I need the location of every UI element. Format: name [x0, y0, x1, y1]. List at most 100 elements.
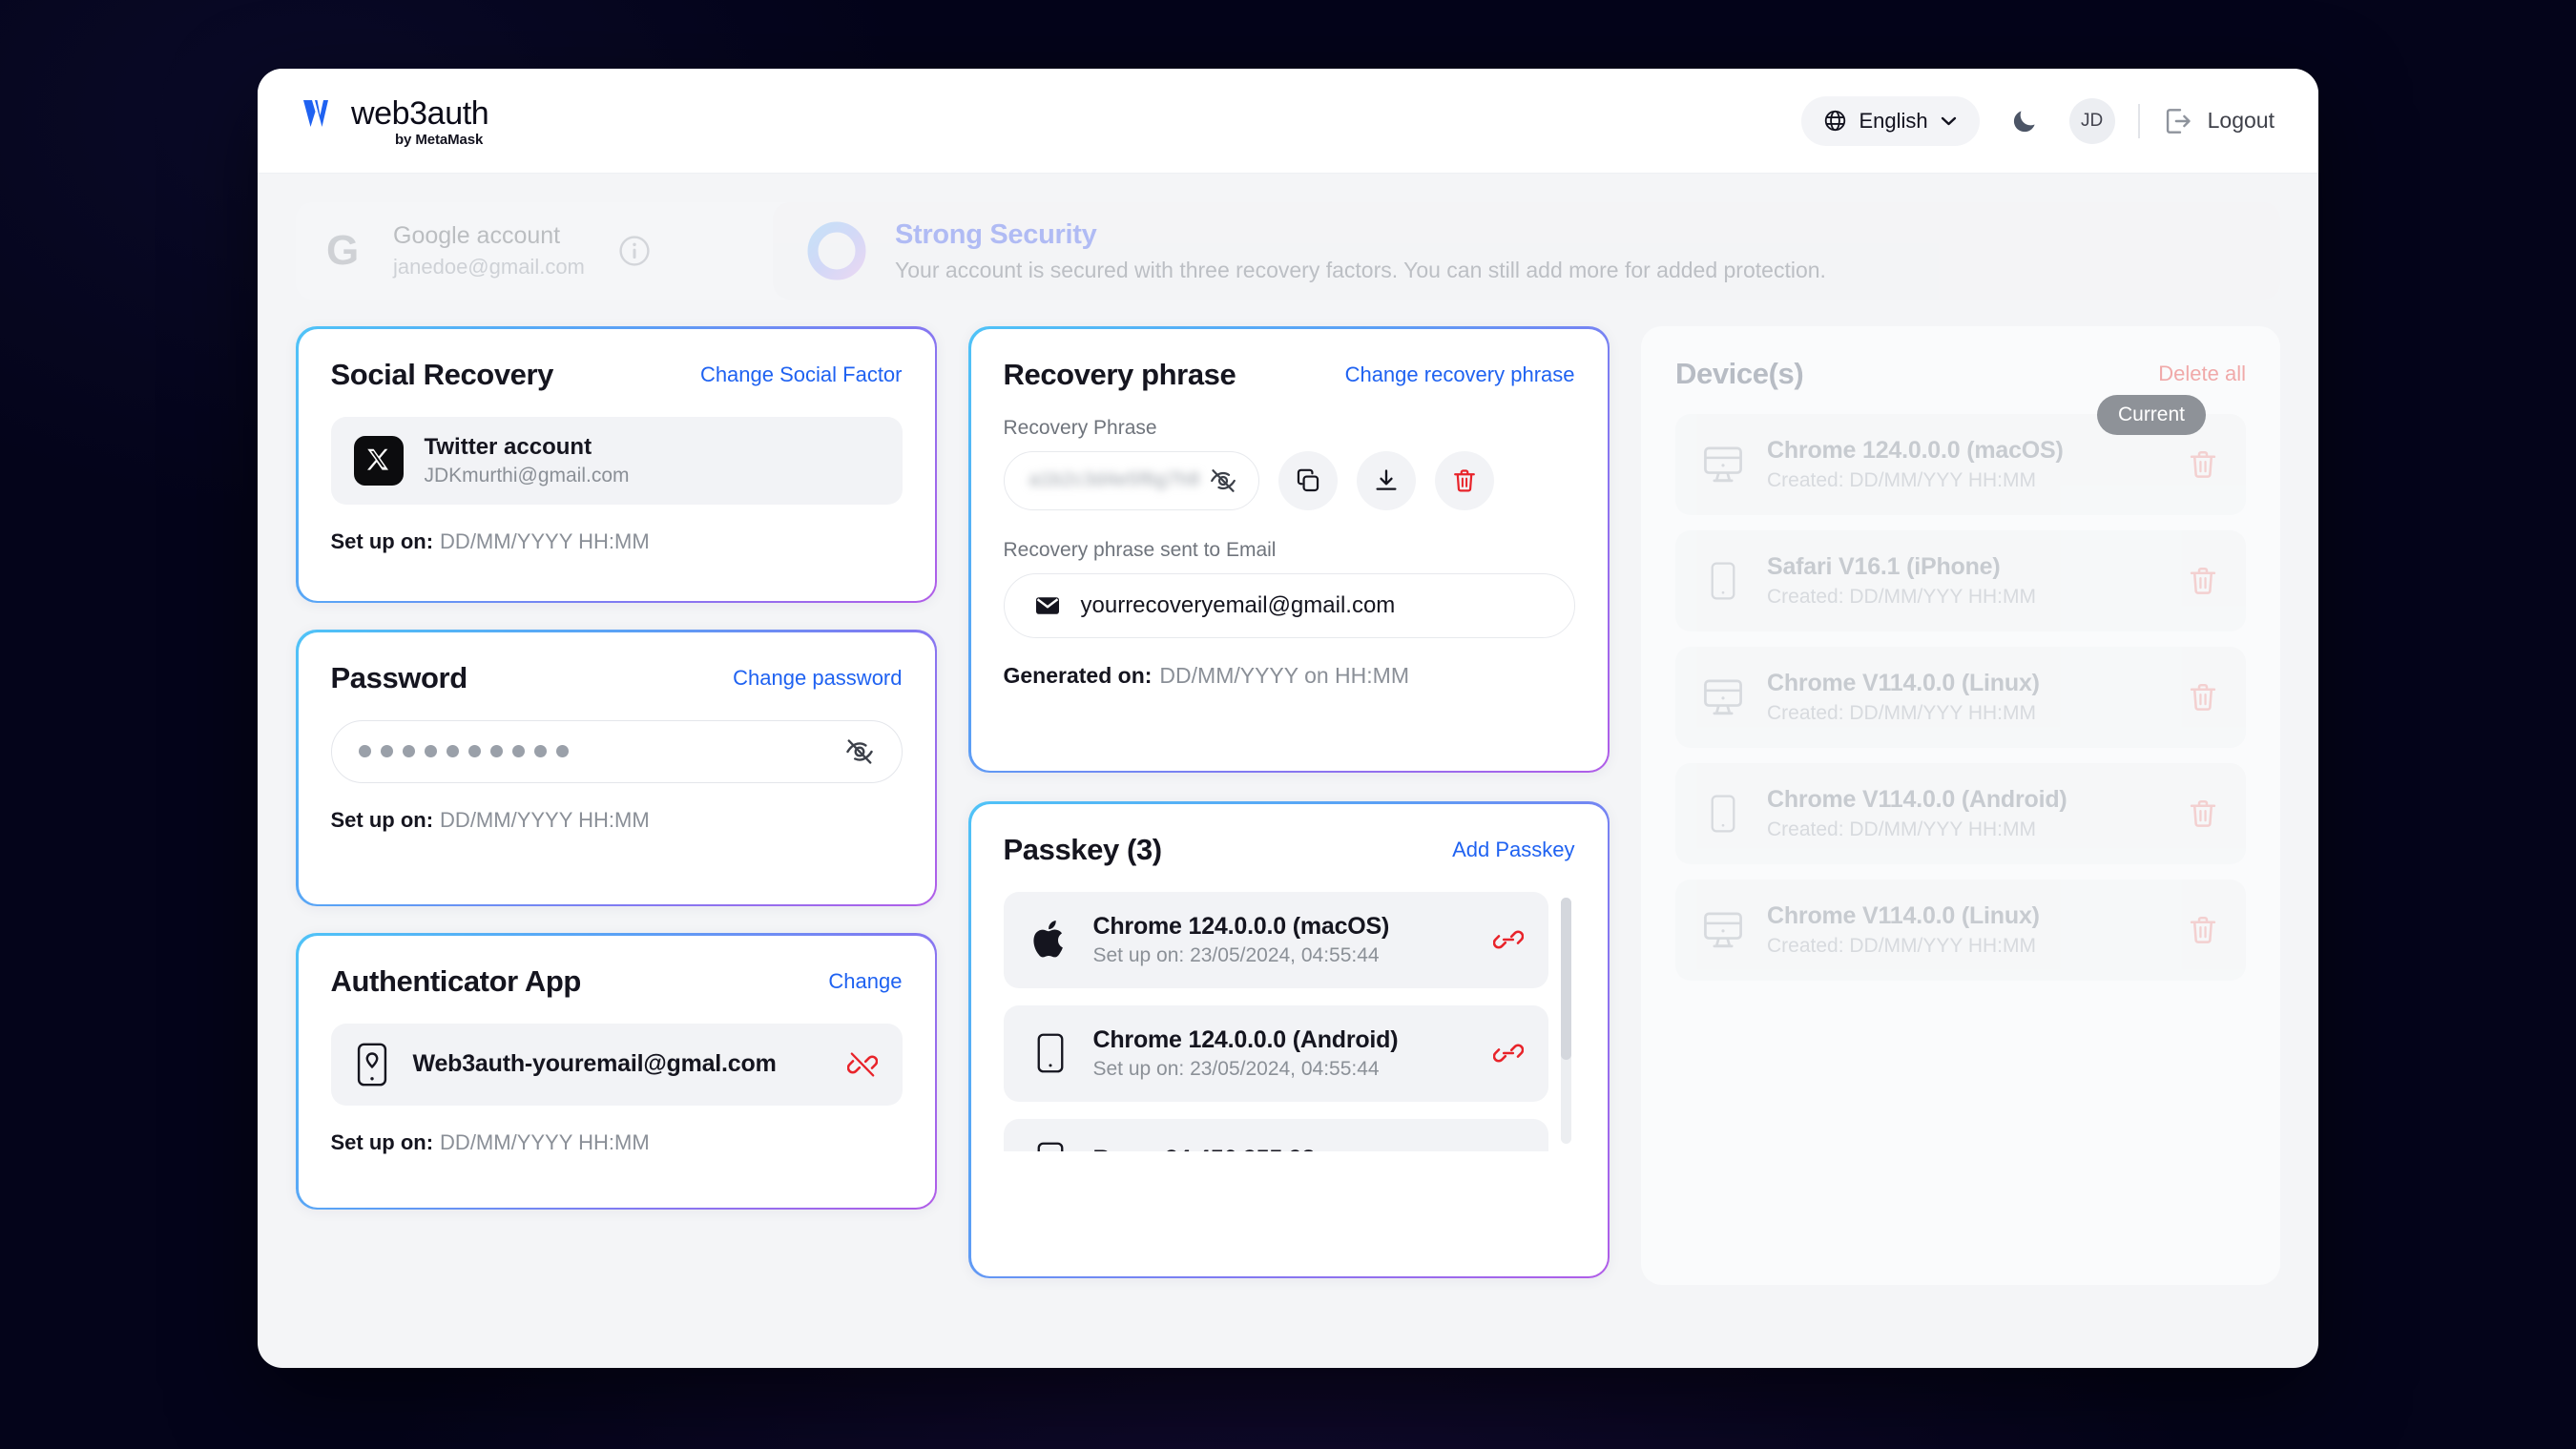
passkey-name: Chrome 124.0.0.0 (Android): [1092, 1025, 1399, 1053]
table-row[interactable]: Chrome V114.0.0 (Android) Created: DD/MM…: [1675, 763, 2246, 864]
devices-title: Device(s): [1675, 357, 1804, 390]
password-setup-value: DD/MM/YYYY HH:MM: [440, 807, 650, 832]
account-label: Google account: [393, 222, 561, 249]
passkey-card: Passkey (3) Add Passkey: [968, 801, 1610, 1278]
copy-recovery-phrase-button[interactable]: [1278, 450, 1338, 510]
table-row[interactable]: Chrome V114.0.0 (Linux) Created: DD/MM/Y…: [1675, 647, 2246, 748]
header-actions: English JD Logout: [1801, 95, 2275, 146]
column-middle: Recovery phrase Change recovery phrase R…: [968, 326, 1610, 1318]
mobile-icon: [1028, 1031, 1072, 1075]
logout-icon: [2166, 108, 2191, 134]
trash-icon[interactable]: [2187, 565, 2219, 597]
recovery-email-value: yourrecoveryemail@gmail.com: [1080, 591, 1396, 618]
password-setup-on: Set up on: DD/MM/YYYY HH:MM: [331, 808, 903, 833]
dark-mode-toggle[interactable]: [2003, 99, 2046, 143]
add-passkey-link[interactable]: Add Passkey: [1452, 837, 1575, 861]
password-input[interactable]: [330, 719, 903, 783]
social-provider-row: Twitter account JDKmurthi@gmail.com: [330, 416, 903, 505]
trash-icon[interactable]: [2187, 681, 2219, 714]
app-window: web3auth by MetaMask English: [258, 69, 2318, 1368]
trash-icon[interactable]: [2187, 448, 2219, 481]
delete-recovery-phrase-button[interactable]: [1434, 450, 1494, 510]
social-setup-value: DD/MM/YYYY HH:MM: [440, 528, 650, 553]
eye-off-icon[interactable]: [1209, 466, 1237, 495]
device-created: Created: DD/MM/YYY HH:MM: [1767, 586, 2036, 608]
change-password-link[interactable]: Change password: [733, 665, 903, 690]
device-created: Created: DD/MM/YYY HH:MM: [1767, 469, 2036, 491]
trash-icon[interactable]: [2187, 797, 2219, 830]
social-setup-label: Set up on:: [330, 528, 434, 553]
social-provider-name: Twitter account: [424, 433, 592, 460]
info-icon[interactable]: [617, 234, 652, 268]
device-name: Chrome V114.0.0 (Linux): [1767, 670, 2040, 696]
globe-icon: [1825, 110, 1846, 132]
change-recovery-phrase-link[interactable]: Change recovery phrase: [1344, 362, 1575, 386]
download-icon: [1376, 468, 1396, 490]
recovery-phrase-label: Recovery Phrase: [1003, 416, 1157, 439]
recovery-phrase-masked: a1b2c3d4e5f6g7h8: [1028, 469, 1200, 490]
mobile-icon: [1028, 1140, 1072, 1151]
authenticator-device-icon: [357, 1043, 386, 1086]
account-banner: G Google account janedoe@gmail.com: [296, 202, 2280, 300]
apple-icon: [1028, 918, 1072, 962]
table-row[interactable]: Safari V16.1 (iPhone) Created: DD/MM/YYY…: [1675, 530, 2246, 631]
list-item[interactable]: Rome 24.456.355.98: [1003, 1118, 1548, 1151]
unlink-icon[interactable]: [1492, 924, 1524, 955]
generated-label: Generated on:: [1003, 662, 1153, 688]
app-header: web3auth by MetaMask English: [258, 69, 2318, 174]
account-email: janedoe@gmail.com: [393, 255, 585, 279]
desktop-icon: [1702, 676, 1744, 718]
security-description: Your account is secured with three recov…: [895, 257, 1826, 282]
passkey-name: Rome 24.456.355.98: [1093, 1146, 1316, 1151]
social-provider-email: JDKmurthi@gmail.com: [424, 464, 630, 486]
recovery-phrase-input[interactable]: a1b2c3d4e5f6g7h8: [1003, 450, 1259, 510]
device-name: Safari V16.1 (iPhone): [1767, 553, 2001, 580]
device-created: Created: DD/MM/YYY HH:MM: [1767, 818, 2036, 840]
download-recovery-phrase-button[interactable]: [1356, 450, 1416, 510]
generated-on: Generated on: DD/MM/YYYY on HH:MM: [1004, 663, 1575, 689]
twitter-x-icon: [353, 435, 404, 486]
language-selector[interactable]: English: [1801, 95, 1980, 146]
passkey-scrollbar-thumb[interactable]: [1560, 897, 1571, 1060]
password-title: Password: [330, 660, 468, 694]
security-status-block: Strong Security Your account is secured …: [773, 202, 2280, 300]
passkey-scrollbar[interactable]: [1560, 897, 1571, 1144]
password-setup-label: Set up on:: [330, 807, 434, 832]
device-created: Created: DD/MM/YYY HH:MM: [1767, 702, 2036, 724]
main-content: G Google account janedoe@gmail.com: [258, 174, 2318, 1368]
brand-name: web3auth: [351, 95, 489, 132]
table-row[interactable]: Chrome V114.0.0 (Linux) Created: DD/MM/Y…: [1675, 880, 2246, 981]
list-item[interactable]: Chrome 124.0.0.0 (macOS) Set up on: 23/0…: [1003, 891, 1548, 988]
delete-all-devices-link[interactable]: Delete all: [2158, 362, 2246, 385]
passkey-list-wrapper: Chrome 124.0.0.0 (macOS) Set up on: 23/0…: [1003, 891, 1575, 1151]
generated-value: DD/MM/YYYY on HH:MM: [1159, 662, 1409, 688]
column-right: Device(s) Delete all Current: [1641, 326, 2280, 1318]
google-icon: G: [326, 229, 359, 273]
mail-icon: [1035, 596, 1059, 614]
recovery-phrase-card: Recovery phrase Change recovery phrase R…: [968, 326, 1610, 773]
recovery-email-input[interactable]: yourrecoveryemail@gmail.com: [1003, 572, 1575, 638]
authenticator-row: Web3auth-youremail@gmal.com: [330, 1023, 903, 1106]
authenticator-setup-on: Set up on: DD/MM/YYYY HH:MM: [331, 1130, 903, 1155]
passkey-title: Passkey (3): [1003, 832, 1163, 866]
google-account-block: G Google account janedoe@gmail.com: [296, 202, 773, 300]
authenticator-card: Authenticator App Change Web3auth-your: [296, 933, 937, 1210]
list-item[interactable]: Chrome 124.0.0.0 (Android) Set up on: 23…: [1003, 1004, 1548, 1102]
device-name: Chrome 124.0.0.0 (macOS): [1767, 437, 2064, 464]
change-authenticator-link[interactable]: Change: [828, 968, 903, 993]
desktop-icon: [1702, 444, 1744, 486]
avatar[interactable]: JD: [2068, 97, 2115, 144]
password-masked-value: [358, 745, 569, 757]
mobile-icon: [1702, 793, 1744, 835]
unlink-icon[interactable]: [1493, 1147, 1524, 1151]
unlink-icon[interactable]: [1492, 1038, 1524, 1068]
eye-off-icon[interactable]: [844, 736, 875, 767]
security-title: Strong Security: [895, 218, 1097, 250]
security-ring-icon: [807, 221, 866, 280]
trash-icon[interactable]: [2187, 914, 2219, 946]
recovery-email-label: Recovery phrase sent to Email: [1003, 538, 1277, 561]
change-social-factor-link[interactable]: Change Social Factor: [699, 362, 903, 386]
unlink-icon[interactable]: [846, 1049, 878, 1080]
logout-button[interactable]: Logout: [2163, 106, 2275, 136]
social-recovery-title: Social Recovery: [330, 357, 554, 391]
